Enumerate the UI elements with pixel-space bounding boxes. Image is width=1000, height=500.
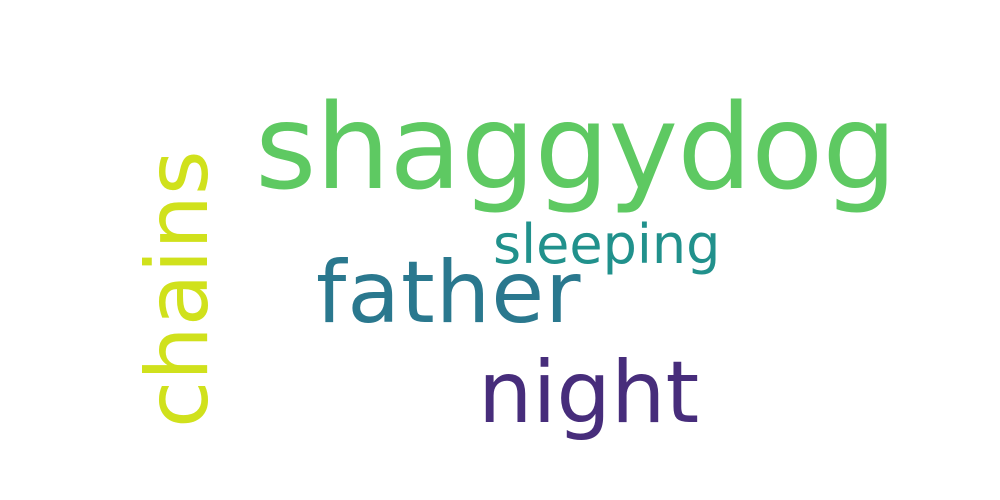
word-shaggydog: shaggydog xyxy=(255,78,897,216)
word-chains: chains xyxy=(128,150,228,428)
word-night: night xyxy=(478,343,700,443)
word-father: father xyxy=(316,243,582,343)
word-sleeping: sleeping xyxy=(493,213,721,276)
